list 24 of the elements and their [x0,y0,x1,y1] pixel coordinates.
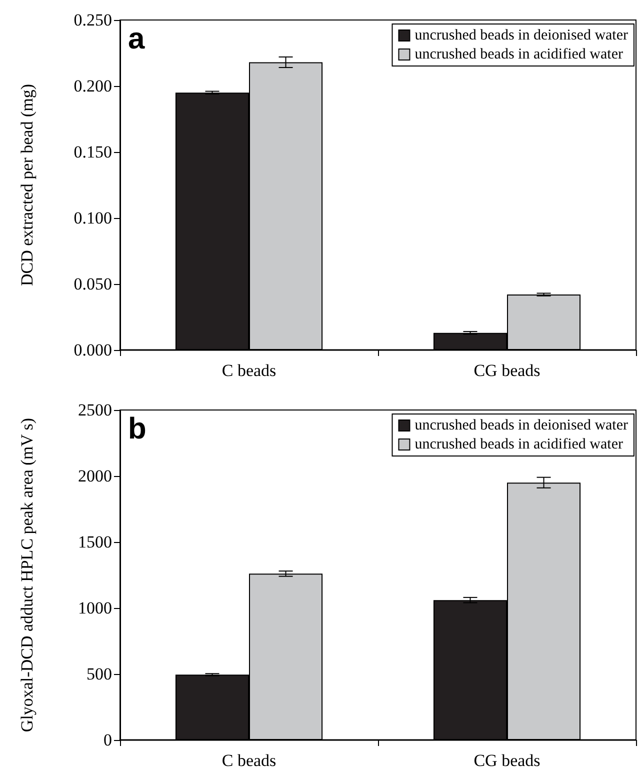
y-axis-title: Glyoxal-DCD adduct HPLC peak area (mV s) [18,418,36,732]
y-tick-label: 0.150 [74,142,112,162]
x-tick-label: CG beads [474,751,540,770]
y-tick-label: 0 [104,730,112,750]
y-tick-label: 0.050 [74,274,112,294]
y-tick-label: 1000 [78,598,112,618]
y-tick-label: 1500 [78,532,112,552]
y-tick-label: 0.200 [74,76,112,96]
x-tick-label: C beads [222,361,276,380]
legend-label: uncrushed beads in acidified water [414,46,623,62]
y-tick-label: 500 [86,664,112,684]
annotation: a [128,22,145,56]
y-tick-label: 2500 [78,400,112,420]
legend-label: uncrushed beads in acidified water [414,436,623,452]
x-tick-label: CG beads [474,361,540,380]
legend-label: uncrushed beads in deionised water [414,418,628,434]
y-axis-title: DCD extracted per bead (mg) [18,84,36,286]
legend-label: uncrushed beads in deionised water [414,28,628,44]
y-tick-label: 0.250 [74,10,112,30]
annotation: b [128,412,146,446]
y-tick-label: 0.100 [74,208,112,228]
y-tick-label: 2000 [78,466,112,486]
x-tick-label: C beads [222,751,276,770]
y-tick-label: 0.000 [74,340,112,360]
